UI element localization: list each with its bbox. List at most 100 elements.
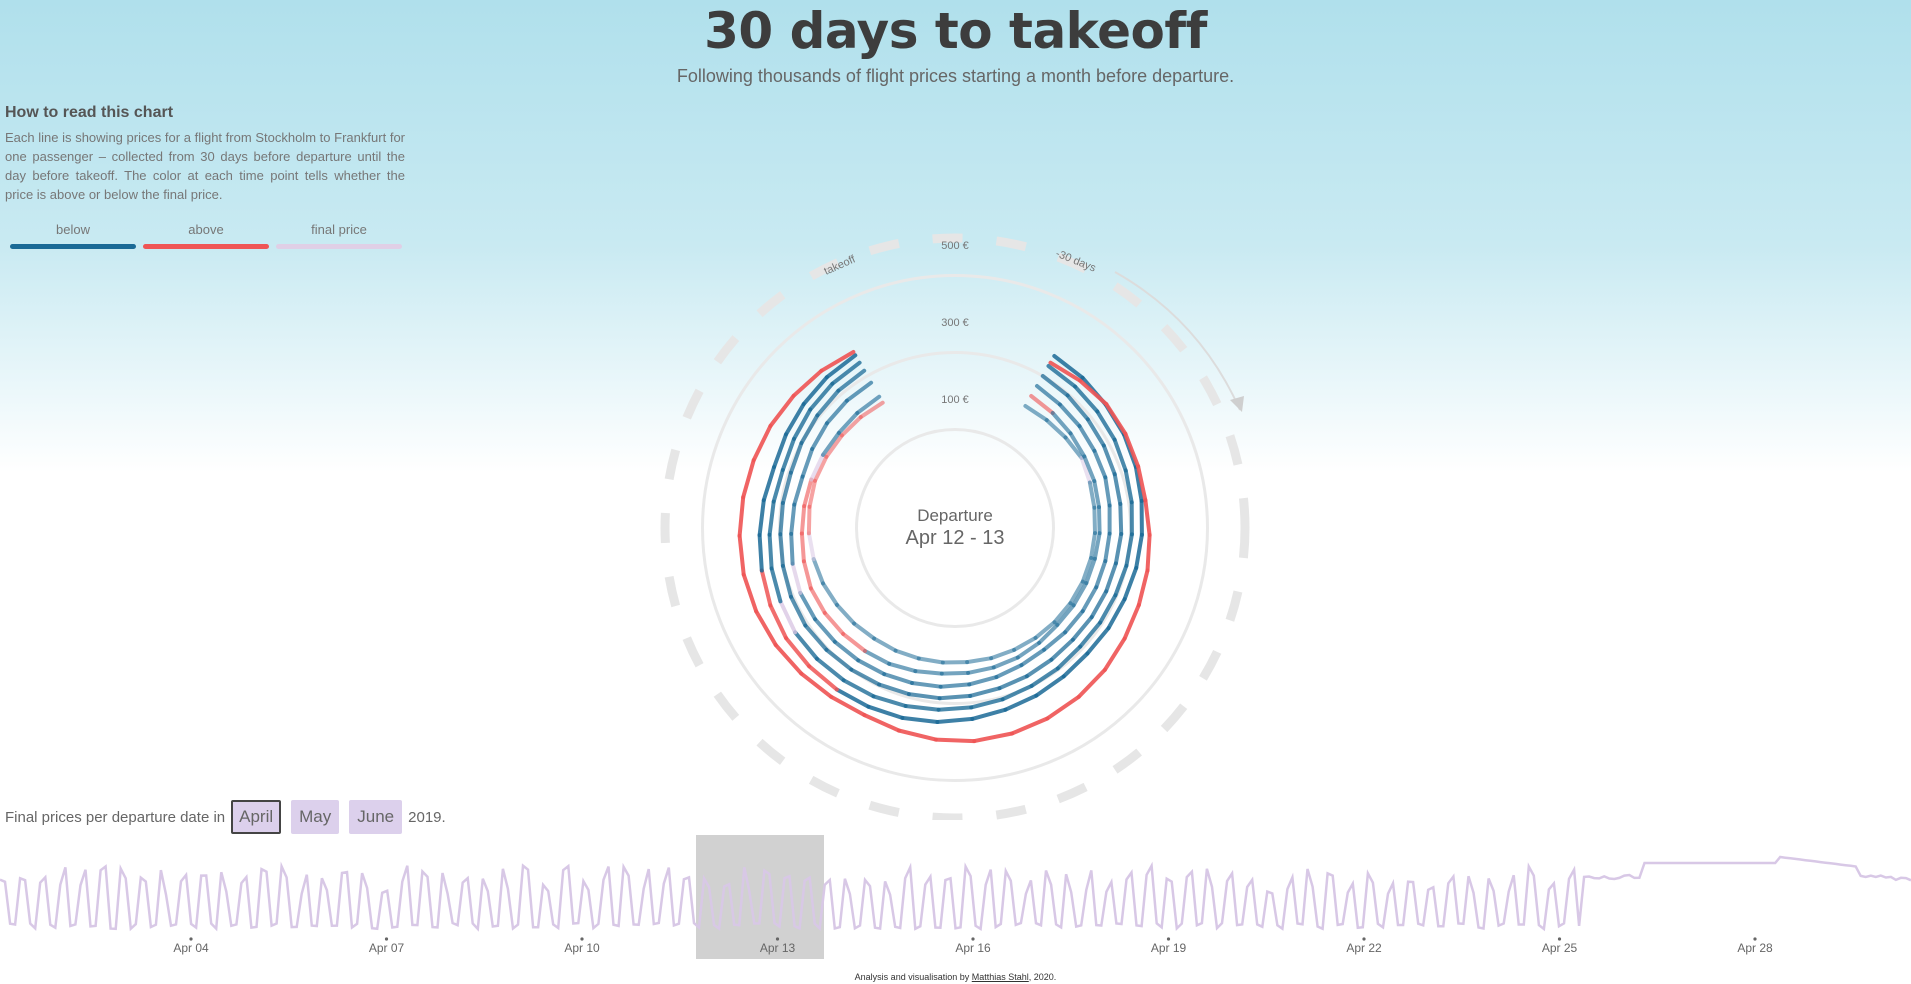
price-line-segment [937,693,973,701]
price-line-segment [784,402,806,437]
timeline-tick-label: Apr 25 [1542,941,1578,955]
price-line-segment [877,682,911,697]
month-april-button[interactable]: April [231,800,282,834]
price-line-segment [808,586,827,615]
price-line-segment [1085,626,1111,656]
price-line-segment [966,665,996,675]
price-line-segment [737,533,746,577]
start-label: -30 days [1054,248,1098,275]
price-line-segment [798,590,818,622]
price-line-segment [1122,565,1139,602]
price-line-segment [856,658,887,677]
price-line-segment [1092,479,1101,510]
price-line-segment [801,559,813,591]
price-line-segment [1097,505,1102,536]
price-line-segment [1094,559,1108,590]
price-line-segment [1010,716,1050,736]
departure-timeline[interactable]: Apr 04 Apr 07 Apr 10 Apr 13 Apr 16 Apr 19 Apr … [0,835,1911,965]
timeline-tick-label: Apr 13 [760,941,796,955]
price-line-segment [806,531,816,562]
author-link[interactable]: Matthias Stahl [971,972,1029,982]
price-line-segment [1071,581,1089,608]
departure-label: Departure [917,506,993,525]
price-line-segment [1045,694,1081,721]
price-line-segment [1055,603,1076,627]
page-title: 30 days to takeoff [704,2,1207,60]
price-line-segment [969,697,1005,710]
price-line-segment [862,713,901,733]
price-ring-100 [855,428,1055,628]
legend-final-label: final price [311,222,367,237]
ring-label-300: 300 € [941,317,969,329]
price-line-segment [1050,411,1073,436]
price-line-segment [841,678,876,699]
legend-above-label: above [188,222,224,237]
price-ring-500 [701,274,1209,782]
price-line-segment [1063,435,1084,460]
price-line-segment [811,557,825,586]
price-line-segment [1112,437,1128,473]
price-line-segment [821,430,841,457]
timeline-tick-label: Apr 07 [369,941,405,955]
price-line-segment [866,704,905,720]
price-line-segment [1122,603,1141,641]
how-to-read-panel: How to read this chart Each line is show… [5,104,405,204]
price-line-segment [1078,378,1109,407]
price-line-segment [970,707,1008,721]
price-line-segment [780,563,793,599]
price-line-segment [1092,531,1102,561]
credit-line: Analysis and visualisation by Matthias S… [0,972,1911,982]
price-line-segment [1103,475,1112,508]
month-may-button[interactable]: May [291,800,340,834]
price-line-segment [1113,532,1124,566]
price-line-segment [1103,531,1112,564]
price-line-segment [1003,693,1039,712]
price-line-segment [773,642,804,676]
price-line-segment [1101,443,1117,477]
price-line-segment [792,474,805,507]
month-june-button[interactable]: June [349,800,403,834]
price-line-segment [768,393,796,428]
price-line-segment [791,368,824,398]
price-line-segment [813,617,837,644]
price-line-segment [806,504,812,536]
price-line-segment [1037,622,1060,645]
price-line-segment [1078,620,1103,649]
price-line-segment [1029,666,1060,688]
price-line-segment [799,504,807,536]
price-line-segment [1092,505,1097,536]
end-label: takeoff [822,253,858,278]
price-line-segment [759,568,773,608]
price-line-segment [810,421,829,451]
price-line-segment [834,687,871,709]
radial-price-chart: 100 € 300 € 500 € -30 days takeoff [660,233,1250,820]
price-line-segment [893,648,921,661]
price-line-segment [1061,651,1090,679]
price-line-segment [767,532,774,571]
timeline-tick-dot [971,937,975,941]
price-line-segment [757,533,764,573]
price-line-segment [1123,431,1141,469]
price-line-segment [807,664,839,692]
price-line-segment [1113,563,1129,598]
price-line-segment [1080,585,1099,614]
final-price-line [0,855,1911,932]
price-line-segment [1055,644,1083,671]
price-line-segment [819,350,856,373]
price-line-segment [1136,568,1150,608]
price-line-segment [1124,532,1134,568]
price-line-segment [789,594,808,628]
price-line-segment [821,581,839,607]
month-prefix: Final prices per departure date in [5,808,226,826]
price-line-segment [1065,393,1090,422]
price-line-segment [1087,480,1097,510]
page-subtitle: Following thousands of flight prices sta… [676,66,1235,86]
price-line-segment [815,388,841,418]
price-line-segment [903,704,941,712]
price-line-segment [824,647,854,672]
price-line-segment [991,655,1020,670]
price-line-segment [1104,561,1118,594]
price-line-segment [1012,635,1038,652]
price-line-segment [1044,418,1068,440]
price-line-segment [803,623,829,652]
